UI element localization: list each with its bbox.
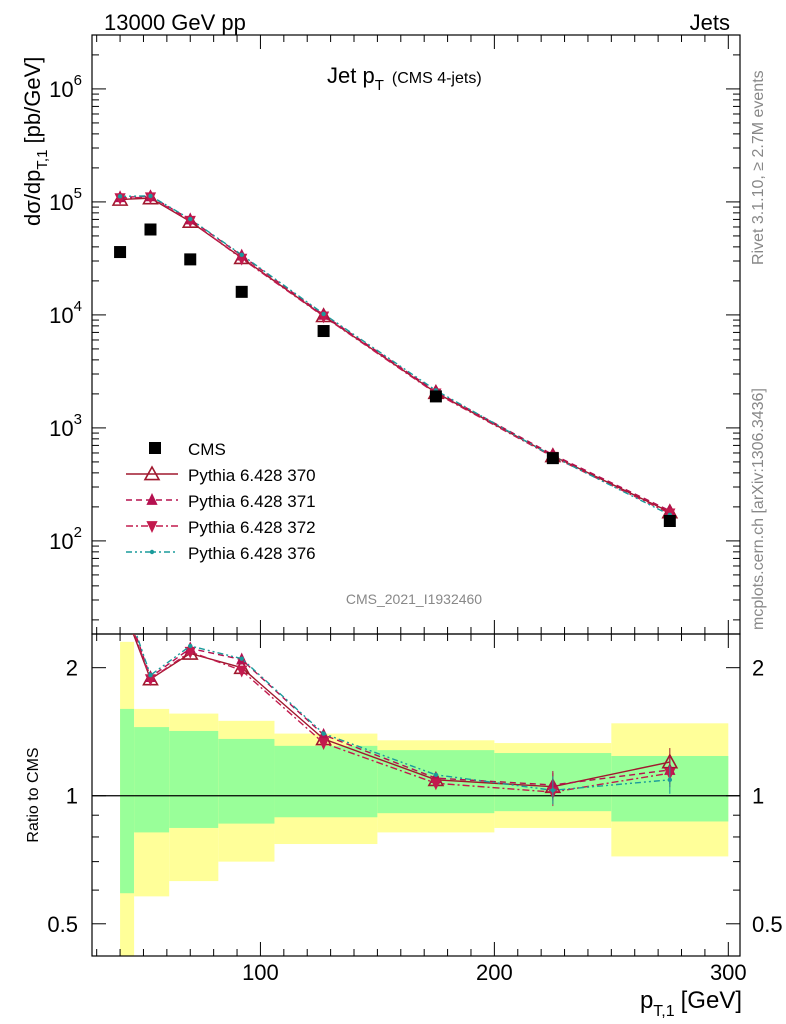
legend-marker-2 bbox=[146, 493, 158, 505]
main-y-tick-label: 103 bbox=[49, 411, 82, 441]
ratio-y-tick-label-right: 0.5 bbox=[752, 912, 783, 937]
main-point-4 bbox=[148, 193, 153, 199]
ratio-y-tick-label: 0.5 bbox=[47, 912, 78, 937]
legend-cms-marker bbox=[149, 442, 161, 454]
ratio-line-4 bbox=[135, 634, 670, 791]
ratio-point-2 bbox=[114, 583, 125, 595]
mcplots-info: mcplots.cern.ch [arXiv:1306.3436] bbox=[750, 388, 767, 630]
main-point-3 bbox=[236, 253, 248, 266]
ratio-plot-frame bbox=[91, 633, 741, 957]
ratio-point-1 bbox=[113, 592, 127, 605]
main-point-3 bbox=[184, 215, 196, 228]
band-inner-3 bbox=[218, 738, 275, 824]
ratio-point-3 bbox=[114, 588, 125, 600]
main-series bbox=[111, 189, 679, 528]
cms-point bbox=[429, 390, 442, 403]
legend-label-4: Pythia 6.428 376 bbox=[188, 544, 316, 563]
ratio-point-4 bbox=[667, 777, 673, 783]
x-tick-label: 200 bbox=[476, 960, 513, 985]
ratio-line-3 bbox=[133, 634, 670, 793]
main-point-4 bbox=[321, 311, 326, 317]
ratio-bands bbox=[92, 641, 740, 956]
ratio-y-tick-label: 2 bbox=[66, 656, 78, 681]
main-y-tick-label: 105 bbox=[49, 185, 82, 215]
x-axis-label: pT,1 [GeV] bbox=[640, 987, 742, 1020]
ratio-point-4 bbox=[321, 731, 326, 736]
legend: CMS Pythia 6.428 370 Pythia 6.428 371 Pythi… bbox=[126, 440, 316, 563]
ratio-axis-ticks bbox=[92, 35, 740, 956]
ratio-point-4 bbox=[148, 673, 153, 678]
x-tick-labels: 100 200 300 bbox=[242, 960, 747, 985]
header-left: 13000 GeV pp bbox=[104, 10, 246, 35]
main-y-axis-label: dσ/dpT,1 [pb/GeV] bbox=[20, 57, 51, 226]
ratio-point-3 bbox=[236, 665, 248, 678]
ratio-point-3 bbox=[317, 738, 330, 751]
ratio-series bbox=[113, 583, 679, 807]
legend-marker-1 bbox=[143, 465, 161, 481]
x-tick-label: 100 bbox=[242, 960, 279, 985]
ratio-point-3 bbox=[184, 646, 196, 659]
main-line-4 bbox=[120, 195, 671, 516]
ratio-point-4 bbox=[239, 656, 244, 661]
cms-point bbox=[546, 452, 559, 465]
ratio-y-tick-labels: 0.5 0.5 1 1 2 2 bbox=[47, 656, 782, 937]
main-y-tick-label: 106 bbox=[49, 72, 82, 102]
main-point-4 bbox=[117, 194, 123, 199]
band-inner-1 bbox=[134, 727, 170, 833]
ratio-line-1 bbox=[132, 634, 670, 788]
band-inner-4 bbox=[274, 745, 378, 818]
cms-point bbox=[663, 515, 676, 528]
cms-point bbox=[317, 325, 330, 338]
ratio-point-4 bbox=[118, 585, 122, 589]
cms-point bbox=[114, 246, 127, 259]
legend-label-cms: CMS bbox=[188, 440, 226, 459]
ratio-y-tick-label-right: 2 bbox=[752, 656, 764, 681]
plot-title: Jet pT (CMS 4-jets) bbox=[327, 63, 482, 94]
main-y-tick-label: 102 bbox=[49, 524, 82, 554]
legend-label-2: Pythia 6.428 371 bbox=[188, 492, 316, 511]
x-tick-label: 300 bbox=[710, 960, 747, 985]
ratio-y-tick-label-right: 1 bbox=[752, 784, 764, 809]
main-line-3 bbox=[120, 196, 671, 515]
rivet-info: Rivet 3.1.10, ≥ 2.7M events bbox=[750, 70, 767, 265]
header-right: Jets bbox=[690, 10, 730, 35]
main-point-3 bbox=[144, 192, 157, 205]
ratio-point-4 bbox=[188, 643, 193, 649]
ratio-y-tick-label: 1 bbox=[66, 784, 78, 809]
main-line-1 bbox=[120, 197, 671, 513]
legend-label-1: Pythia 6.428 370 bbox=[188, 466, 316, 485]
cms-point bbox=[144, 223, 157, 236]
ratio-point-4 bbox=[433, 772, 439, 777]
main-axis-ticks bbox=[92, 34, 740, 621]
ratio-y-axis-label: Ratio to CMS bbox=[25, 747, 42, 842]
analysis-id: CMS_2021_I1932460 bbox=[346, 591, 482, 607]
ratio-line-2 bbox=[134, 634, 670, 786]
band-inner-2 bbox=[169, 730, 219, 828]
main-line-2 bbox=[120, 195, 671, 512]
legend-marker-4 bbox=[149, 549, 155, 555]
cms-point bbox=[184, 253, 197, 266]
legend-marker-3 bbox=[146, 521, 158, 533]
ratio-point-4 bbox=[550, 788, 556, 793]
main-point-4 bbox=[239, 252, 244, 258]
main-point-4 bbox=[188, 216, 193, 222]
ratio-point-3 bbox=[144, 674, 157, 687]
main-y-tick-labels: 102 103 104 105 106 bbox=[49, 72, 82, 554]
main-y-tick-label: 104 bbox=[49, 298, 82, 328]
legend-label-3: Pythia 6.428 372 bbox=[188, 518, 316, 537]
cms-point bbox=[235, 285, 248, 298]
main-point-3 bbox=[317, 311, 330, 324]
ratio-point-3 bbox=[430, 778, 442, 791]
band-inner-0 bbox=[120, 708, 135, 894]
main-point-3 bbox=[114, 193, 126, 206]
